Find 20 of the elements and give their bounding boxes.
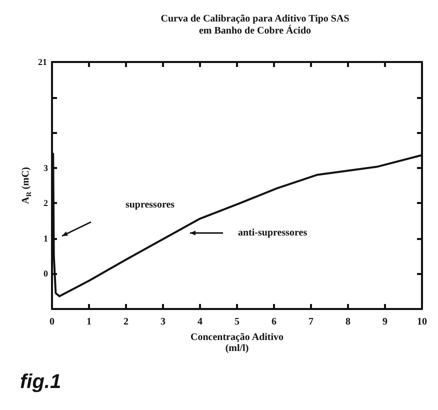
- y-tick-label: 1: [44, 233, 48, 244]
- y-tick-label: 3: [44, 162, 48, 173]
- x-tick-label: 1: [86, 316, 92, 328]
- x-tick-label: 8: [346, 316, 350, 328]
- x-tick-label: 3: [160, 316, 166, 328]
- x-tick-label: 5: [234, 316, 240, 328]
- x-tick-label: 7: [308, 316, 314, 328]
- x-tick-label: 9: [382, 316, 388, 328]
- text: 21: [38, 57, 48, 67]
- x-tick-label: 6: [272, 316, 276, 328]
- annotation: anti-supressores: [238, 228, 308, 238]
- y-tick-label: 0: [44, 268, 48, 279]
- caption: fig.1: [20, 371, 62, 393]
- x-tick-label: 2: [124, 316, 128, 328]
- y-tick-label: 2: [44, 198, 48, 208]
- x-tick-label: 10: [417, 316, 427, 328]
- chart-title: Curva de Calibração para Aditivo Tipo SAS em Banho de Cobre Ácido: [160, 14, 350, 36]
- x-axis-title: Concentração Aditivo (ml/l): [190, 332, 284, 354]
- x-tick-label: 4: [198, 316, 202, 328]
- annotation: supressores: [125, 200, 175, 210]
